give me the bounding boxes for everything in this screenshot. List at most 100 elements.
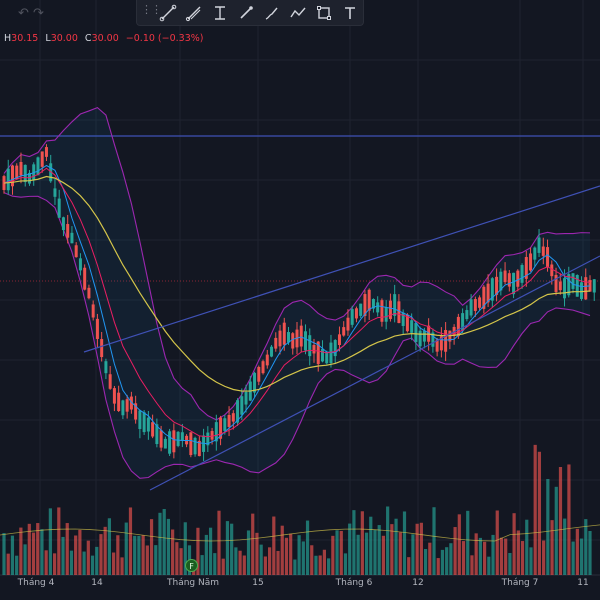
candle-body xyxy=(36,157,40,176)
candle-body xyxy=(236,400,240,423)
text-cursor-icon[interactable] xyxy=(207,2,233,24)
x-tick-label: Tháng 6 xyxy=(335,578,373,588)
volume-bar xyxy=(196,527,200,575)
candle-body xyxy=(78,258,82,271)
volume-bar xyxy=(280,525,284,575)
candle-body xyxy=(261,361,265,374)
candle-body xyxy=(550,264,554,277)
polyline-icon[interactable] xyxy=(285,2,311,24)
volume-bar xyxy=(436,558,440,575)
volume-bar xyxy=(554,486,558,575)
candle-body xyxy=(469,299,473,316)
volume-bar xyxy=(386,506,390,575)
candle-body xyxy=(397,301,401,324)
volume-bar xyxy=(141,535,145,575)
x-tick-label: Tháng Năm xyxy=(166,578,220,588)
close-label: C xyxy=(84,33,92,44)
ray-icon[interactable] xyxy=(181,2,207,24)
x-tick-label: Tháng 7 xyxy=(501,578,539,588)
volume-bar xyxy=(356,534,360,575)
price-channel[interactable] xyxy=(83,185,600,491)
bollinger-bands xyxy=(3,106,591,479)
candle-body xyxy=(117,392,121,412)
volume-bar xyxy=(377,525,381,575)
candle-body xyxy=(422,330,426,342)
text-tool-icon[interactable] xyxy=(337,2,363,24)
volume-bar xyxy=(495,510,499,575)
candle-body xyxy=(10,165,14,187)
candle-body xyxy=(435,339,439,352)
volume-bar xyxy=(61,536,65,575)
volume-bar xyxy=(512,513,516,575)
candle-body xyxy=(546,247,550,268)
rectangle-icon[interactable] xyxy=(311,2,337,24)
low-value: 30.00 xyxy=(50,33,78,44)
low-label: L xyxy=(45,33,51,44)
volume-bar xyxy=(575,528,579,575)
volume-bar xyxy=(318,555,322,575)
candle-body xyxy=(44,147,48,157)
volume-bar xyxy=(474,533,478,575)
sma-line xyxy=(3,164,591,445)
candle-body xyxy=(19,161,23,176)
volume-bar xyxy=(567,464,571,575)
candle-body xyxy=(367,289,371,311)
volume-bar xyxy=(520,541,525,575)
candle-body xyxy=(214,422,218,442)
volume-bar xyxy=(6,553,10,575)
candle-body xyxy=(291,333,295,349)
candle-body xyxy=(580,282,584,299)
bollinger-lower-line xyxy=(3,192,591,479)
volume-bar xyxy=(259,544,263,575)
volume-bar xyxy=(276,550,280,575)
candle-body xyxy=(461,313,465,331)
volume-bar xyxy=(217,510,221,575)
volume-bar xyxy=(272,516,276,575)
candle-body xyxy=(499,271,503,291)
candle-body xyxy=(83,267,87,290)
candle-body xyxy=(414,323,418,342)
volume-bar xyxy=(255,532,259,575)
volume-bar xyxy=(36,523,40,575)
volume-bar xyxy=(453,527,457,575)
candle-body xyxy=(529,253,533,271)
volume-bar xyxy=(238,550,242,575)
candle-body xyxy=(444,330,448,352)
volume-bar xyxy=(31,532,36,575)
bollinger-upper-line xyxy=(3,106,591,421)
volume-bar xyxy=(546,479,550,575)
candle-body xyxy=(490,278,494,301)
volume-bar xyxy=(348,523,352,575)
brush-icon[interactable] xyxy=(259,2,285,24)
candle-body xyxy=(533,247,537,260)
volume-bar xyxy=(491,534,495,575)
volume-bar xyxy=(213,553,217,575)
candle-body xyxy=(100,339,104,358)
volume-bar xyxy=(149,519,154,575)
pencil-icon[interactable] xyxy=(233,2,259,24)
volume-bar xyxy=(499,537,504,575)
candle-body xyxy=(337,334,341,346)
candle-body xyxy=(257,367,261,382)
volume-bar xyxy=(179,548,183,575)
volume-bar xyxy=(78,529,82,575)
volume-bar xyxy=(90,555,95,575)
candle-body xyxy=(405,314,409,332)
volume-ma-line xyxy=(0,524,600,542)
volume-bar xyxy=(423,548,428,575)
volume-bar xyxy=(158,512,162,575)
volume-bar xyxy=(339,530,343,575)
volume-bar xyxy=(263,556,267,575)
drag-handle-icon[interactable]: ⋮⋮ xyxy=(141,2,162,16)
volume-bar xyxy=(289,533,293,575)
volume-bar xyxy=(23,544,27,575)
candle-body xyxy=(134,403,138,420)
trend-line-icon[interactable] xyxy=(155,2,181,24)
candle-body xyxy=(554,274,558,293)
candle-body xyxy=(473,299,477,311)
volume-bar xyxy=(52,553,57,575)
financials-badge[interactable]: F xyxy=(185,559,198,572)
undo-icon[interactable]: ↶ ↷ xyxy=(18,6,44,21)
candle-body xyxy=(176,431,180,446)
